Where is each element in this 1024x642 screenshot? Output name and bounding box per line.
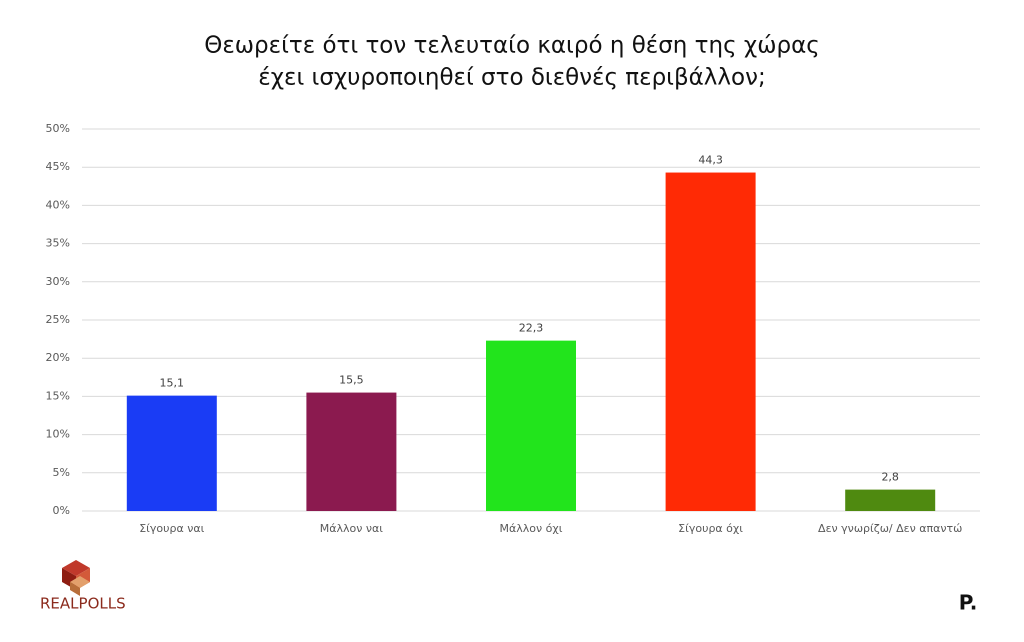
bar xyxy=(665,172,756,511)
value-label: 22,3 xyxy=(519,322,544,335)
bar xyxy=(306,392,397,511)
x-tick-label: Δεν γνωρίζω/ Δεν απαντώ xyxy=(818,522,962,535)
x-tick-label: Μάλλον όχι xyxy=(500,522,563,535)
bar xyxy=(845,489,936,511)
y-tick-label: 5% xyxy=(53,466,70,479)
chart-title: έχει ισχυροποιηθεί στο διεθνές περιβάλλο… xyxy=(258,65,765,91)
y-tick-label: 40% xyxy=(46,198,70,211)
y-tick-label: 15% xyxy=(46,389,70,402)
y-tick-label: 10% xyxy=(46,428,70,441)
value-label: 2,8 xyxy=(881,471,899,484)
value-label: 15,1 xyxy=(160,377,185,390)
y-tick-label: 20% xyxy=(46,351,70,364)
y-tick-label: 0% xyxy=(53,504,70,517)
y-tick-label: 30% xyxy=(46,275,70,288)
y-tick-label: 50% xyxy=(46,122,70,135)
logo-text: REALPOLLS xyxy=(40,595,126,613)
bar xyxy=(126,395,217,511)
chart-title: Θεωρείτε ότι τον τελευταίο καιρό η θέση … xyxy=(204,33,819,59)
x-tick-label: Σίγουρα όχι xyxy=(678,522,743,535)
x-tick-label: Μάλλον ναι xyxy=(320,522,384,535)
brand-mark: P. xyxy=(959,591,978,615)
value-label: 44,3 xyxy=(698,154,723,167)
bar xyxy=(486,340,576,511)
y-tick-label: 25% xyxy=(46,313,70,326)
y-tick-label: 35% xyxy=(46,237,70,250)
x-tick-label: Σίγουρα ναι xyxy=(139,522,204,535)
value-label: 15,5 xyxy=(339,374,364,387)
logo-icon xyxy=(62,560,90,596)
y-tick-label: 45% xyxy=(46,160,70,173)
